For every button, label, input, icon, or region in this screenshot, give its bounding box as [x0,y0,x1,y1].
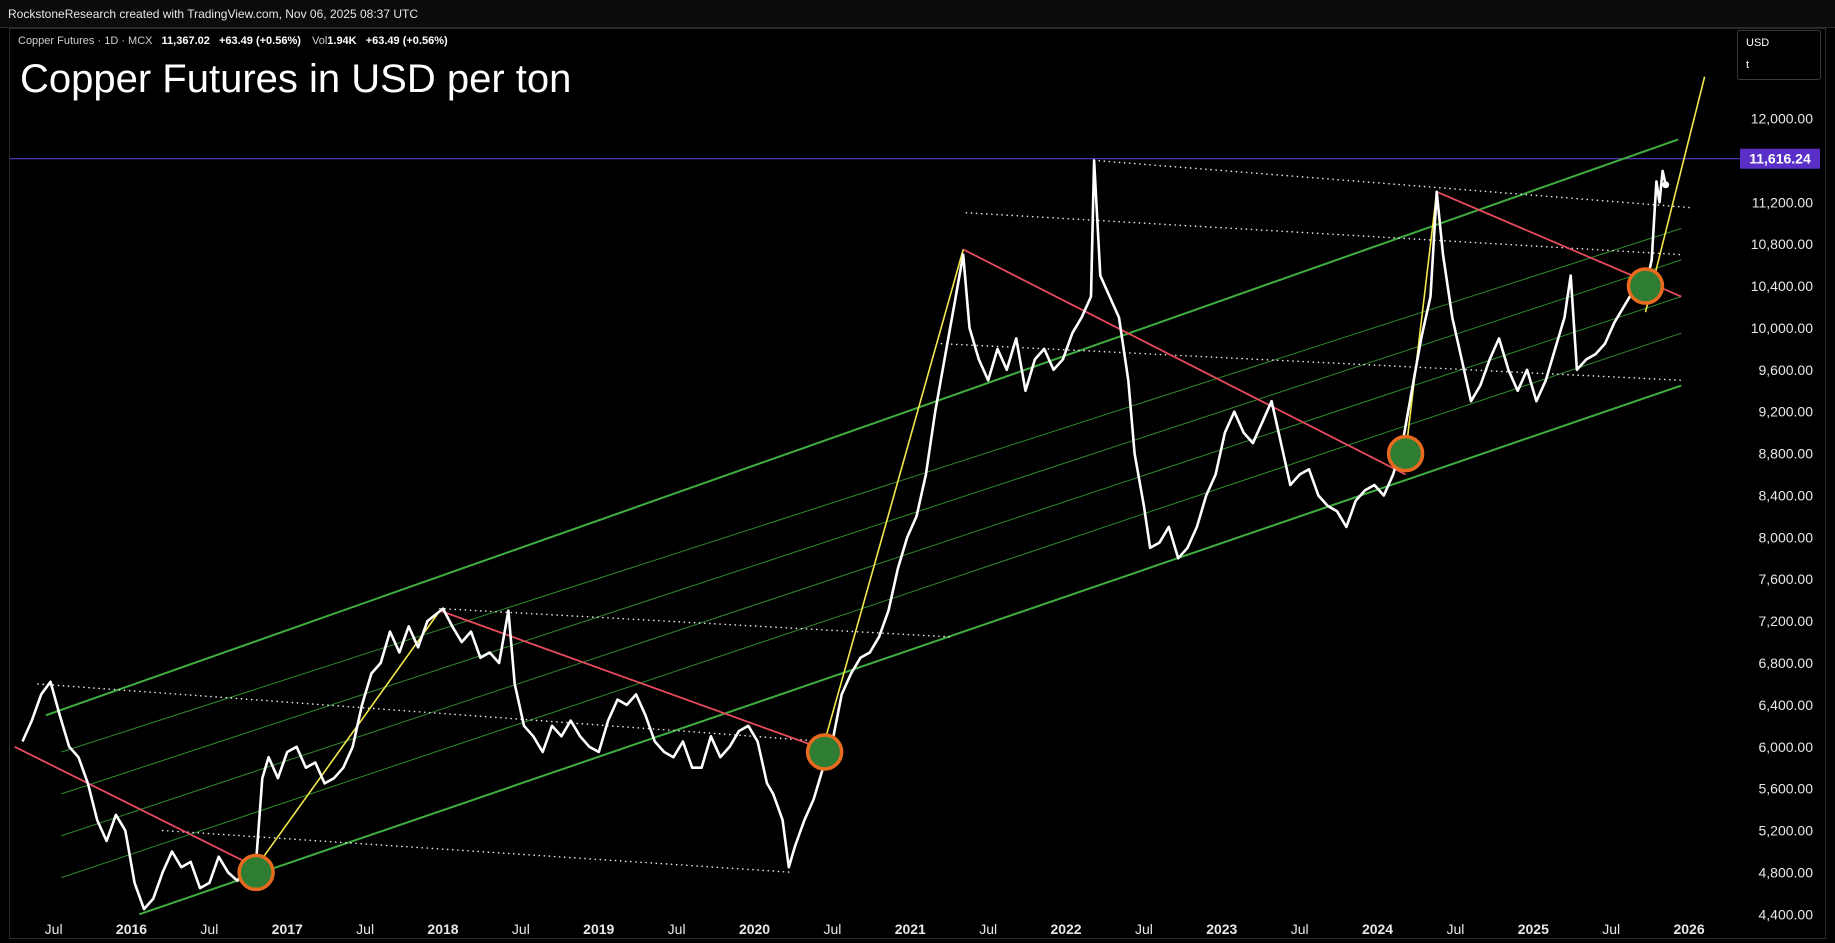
current-price-tag-label: 11,616.24 [1749,151,1811,167]
breakout-marker-3 [1386,434,1425,473]
breakout-marker-1 [237,853,275,892]
x-tick-label: 2020 [739,921,770,937]
y-tick-label: 7,200.00 [1759,613,1814,629]
attribution-text: RockstoneResearch created with TradingVi… [8,7,418,21]
y-tick-label: 10,000.00 [1751,320,1813,336]
x-tick-label: 2023 [1206,921,1237,937]
x-tick-label: 2026 [1673,921,1704,937]
x-tick-label: 2019 [583,921,614,937]
channel-inner-line-4 [61,227,1682,753]
dotted-level-6 [940,342,1683,382]
channel-inner-line-2 [61,296,1682,837]
x-tick-label: Jul [1446,921,1464,937]
attribution-bar: RockstoneResearch created with TradingVi… [0,0,1835,28]
y-tick-label: 4,800.00 [1759,864,1814,880]
x-tick-label: Jul [979,921,997,937]
impulse-line-3 [1404,191,1438,454]
y-tick-label: 12,000.00 [1751,111,1813,127]
downtrend-line-1 [14,745,257,868]
y-tick-label: 11,200.00 [1752,194,1813,210]
dotted-level-3 [439,607,951,638]
channel-inner-line-3 [61,259,1682,795]
x-tick-label: 2017 [272,921,303,937]
volume-change: +63.49 (+0.56%) [365,35,448,47]
y-tick-label: 5,600.00 [1759,781,1814,797]
x-tick-label: 2016 [116,921,147,937]
last-price-dot [1662,181,1670,189]
current-price-tag [1740,148,1820,169]
x-tick-label: 2024 [1362,921,1393,937]
downtrend-line-2 [439,609,818,748]
breakout-marker-2 [805,733,844,771]
x-tick-label: Jul [356,921,374,937]
x-tick-label: Jul [512,921,530,937]
x-tick-label: Jul [1135,921,1153,937]
last-price: 11,367.02 [161,35,210,47]
y-tick-label: 8,000.00 [1759,529,1814,545]
y-tick-label: 10,800.00 [1751,236,1813,252]
y-tick-label: 8,800.00 [1759,446,1814,462]
downtrend-line-3 [962,248,1406,476]
breakout-marker-4 [1626,267,1665,305]
chart-frame [9,28,1826,939]
currency-unit-selector[interactable]: USD t [1737,30,1821,80]
price-change: +63.49 (+0.56%) [218,35,301,47]
x-tick-label: 2018 [427,921,458,937]
volume-value: 1.94K [327,35,357,47]
channel-lower-line [138,384,1682,916]
x-tick-label: 2022 [1050,921,1081,937]
copper-price-line [21,159,1667,911]
y-tick-label: 6,000.00 [1759,739,1814,755]
y-tick-label: 9,200.00 [1759,404,1814,420]
symbol-name[interactable]: Copper Futures · 1D · MCX [18,35,153,47]
y-tick-label: 4,400.00 [1759,906,1814,922]
channel-inner-line-1 [61,332,1682,879]
x-tick-label: Jul [1602,921,1620,937]
x-tick-label: Jul [200,921,218,937]
x-tick-label: 2021 [895,921,926,937]
x-tick-label: Jul [45,921,63,937]
impulse-line-1 [255,610,441,868]
y-tick-label: 10,400.00 [1751,278,1813,294]
impulse-line-2 [823,249,965,742]
y-tick-label: 7,600.00 [1759,571,1814,587]
x-tick-label: Jul [668,921,686,937]
dotted-level-4 [965,211,1683,256]
y-tick-label: 8,400.00 [1759,487,1814,503]
symbol-legend: Copper Futures · 1D · MCX 11,367.02 +63.… [18,35,448,47]
x-tick-label: Jul [1291,921,1309,937]
y-tick-label: 6,800.00 [1759,655,1814,671]
unit-label[interactable]: t [1746,59,1750,71]
channel-upper-line [45,138,1679,717]
dotted-level-2 [161,829,795,874]
x-tick-label: 2025 [1518,921,1549,937]
y-tick-label: 9,600.00 [1759,362,1814,378]
chart-title: Copper Futures in USD per ton [20,57,572,101]
currency-label[interactable]: USD [1746,37,1770,49]
volume-label: Vol [311,35,328,47]
y-tick-label: 6,400.00 [1759,697,1814,713]
y-tick-label: 5,200.00 [1759,823,1814,839]
dotted-level-1 [37,683,826,743]
x-tick-label: Jul [823,921,841,937]
